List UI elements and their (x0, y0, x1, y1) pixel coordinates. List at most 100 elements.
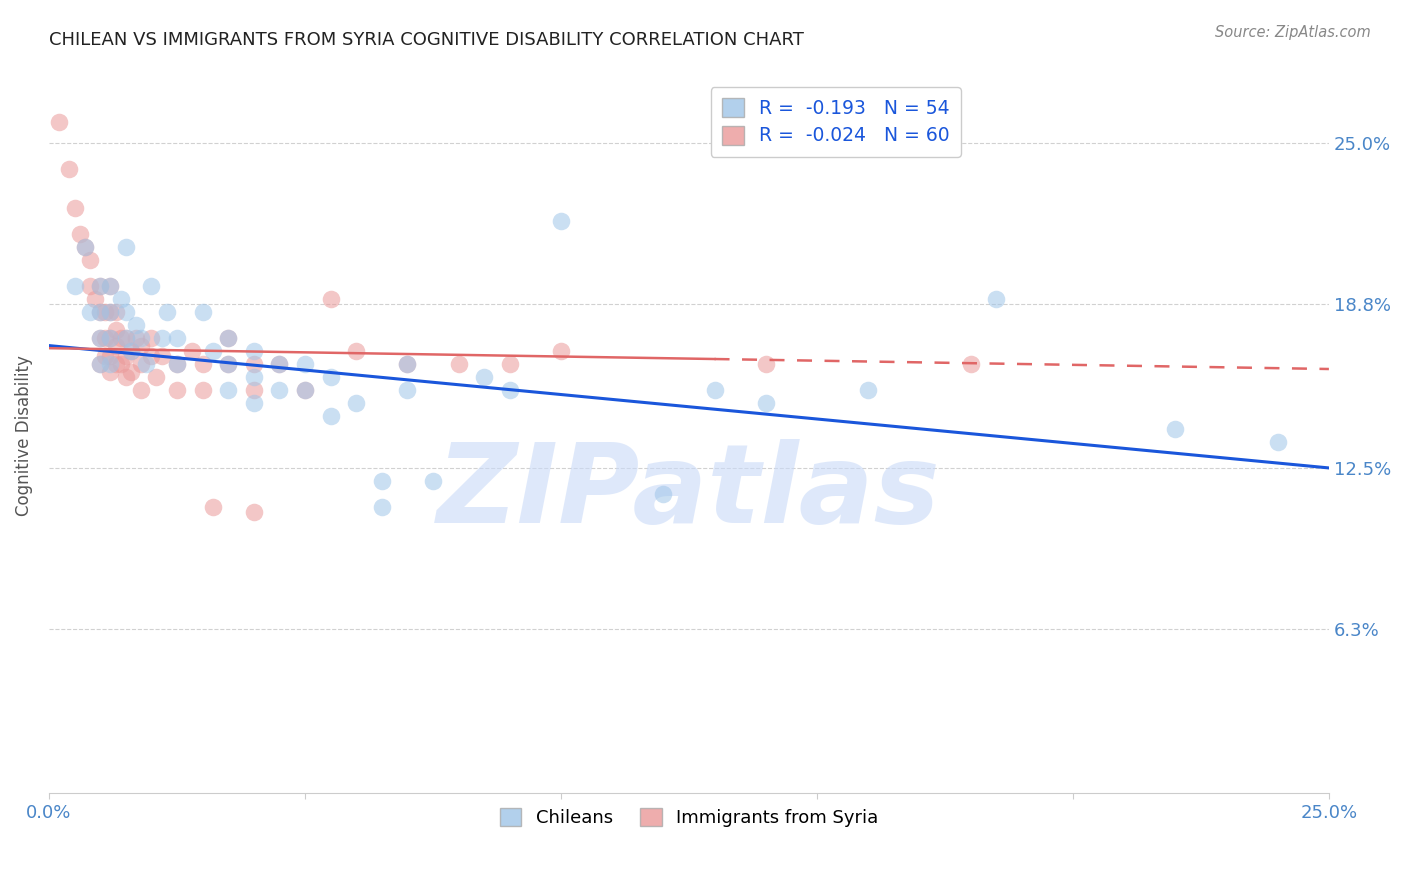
Point (141, 349, 163, 363)
Point (269, 383, 291, 397)
Point (89, 304, 111, 318)
Point (201, 343, 224, 358)
Point (166, 331, 188, 345)
Point (499, 383, 522, 397)
Point (100, 278, 122, 293)
Point (294, 357, 316, 371)
Point (156, 304, 179, 318)
Point (191, 383, 214, 397)
Point (120, 365, 142, 379)
Point (984, 292, 1007, 306)
Point (217, 331, 239, 345)
Point (201, 500, 224, 514)
Point (129, 331, 152, 345)
Point (141, 278, 163, 293)
Point (550, 343, 572, 358)
Point (141, 331, 163, 345)
Point (1164, 422, 1187, 436)
Point (89, 331, 111, 345)
Point (166, 357, 188, 371)
Point (129, 357, 152, 371)
Point (191, 357, 214, 371)
Point (100, 304, 122, 318)
Point (396, 357, 419, 371)
Point (1267, 434, 1289, 449)
Point (242, 383, 264, 397)
Point (217, 383, 239, 397)
Point (89, 304, 111, 318)
Point (114, 369, 136, 384)
Point (135, 357, 157, 371)
Point (269, 357, 291, 371)
Point (319, 292, 342, 306)
Point (89, 278, 111, 293)
Point (114, 240, 136, 254)
Point (48, 114, 70, 128)
Point (79, 304, 101, 318)
Point (150, 331, 173, 345)
Point (73, 240, 96, 254)
Text: ZIPatlas: ZIPatlas (437, 439, 941, 546)
Point (166, 383, 188, 397)
Point (100, 304, 122, 318)
Point (242, 369, 264, 384)
Point (242, 357, 264, 371)
Point (150, 349, 173, 363)
Point (447, 357, 470, 371)
Point (242, 505, 264, 519)
Point (396, 383, 419, 397)
Point (217, 357, 239, 371)
Point (100, 278, 122, 293)
Point (94, 331, 117, 345)
Point (110, 331, 132, 345)
Point (114, 331, 136, 345)
Point (755, 357, 778, 371)
Point (319, 369, 342, 384)
Point (114, 304, 136, 318)
Point (550, 213, 572, 227)
Point (104, 304, 127, 318)
Point (89, 357, 111, 371)
Point (703, 383, 725, 397)
Point (120, 343, 142, 358)
Point (84, 292, 107, 306)
Point (100, 365, 122, 379)
Point (294, 383, 316, 397)
Point (652, 487, 675, 501)
Point (120, 343, 142, 358)
Point (269, 357, 291, 371)
Point (100, 331, 122, 345)
Point (217, 357, 239, 371)
Point (344, 396, 367, 410)
Point (110, 292, 132, 306)
Point (129, 383, 152, 397)
Legend: Chileans, Immigrants from Syria: Chileans, Immigrants from Syria (492, 801, 886, 834)
Point (73, 240, 96, 254)
Text: CHILEAN VS IMMIGRANTS FROM SYRIA COGNITIVE DISABILITY CORRELATION CHART: CHILEAN VS IMMIGRANTS FROM SYRIA COGNITI… (49, 31, 804, 49)
Point (104, 357, 127, 371)
Point (242, 343, 264, 358)
Point (94, 304, 117, 318)
Point (79, 278, 101, 293)
Point (89, 357, 111, 371)
Point (242, 396, 264, 410)
Point (114, 331, 136, 345)
Point (166, 357, 188, 371)
Point (755, 396, 778, 410)
Point (294, 383, 316, 397)
Point (472, 369, 495, 384)
Text: Source: ZipAtlas.com: Source: ZipAtlas.com (1215, 25, 1371, 40)
Point (344, 343, 367, 358)
Point (79, 252, 101, 267)
Point (125, 331, 148, 345)
Point (145, 369, 167, 384)
Point (371, 474, 394, 488)
Point (125, 318, 148, 332)
Point (129, 338, 152, 352)
Point (181, 343, 204, 358)
Point (94, 349, 117, 363)
Point (63, 278, 86, 293)
Point (856, 383, 879, 397)
Point (114, 349, 136, 363)
Point (191, 304, 214, 318)
